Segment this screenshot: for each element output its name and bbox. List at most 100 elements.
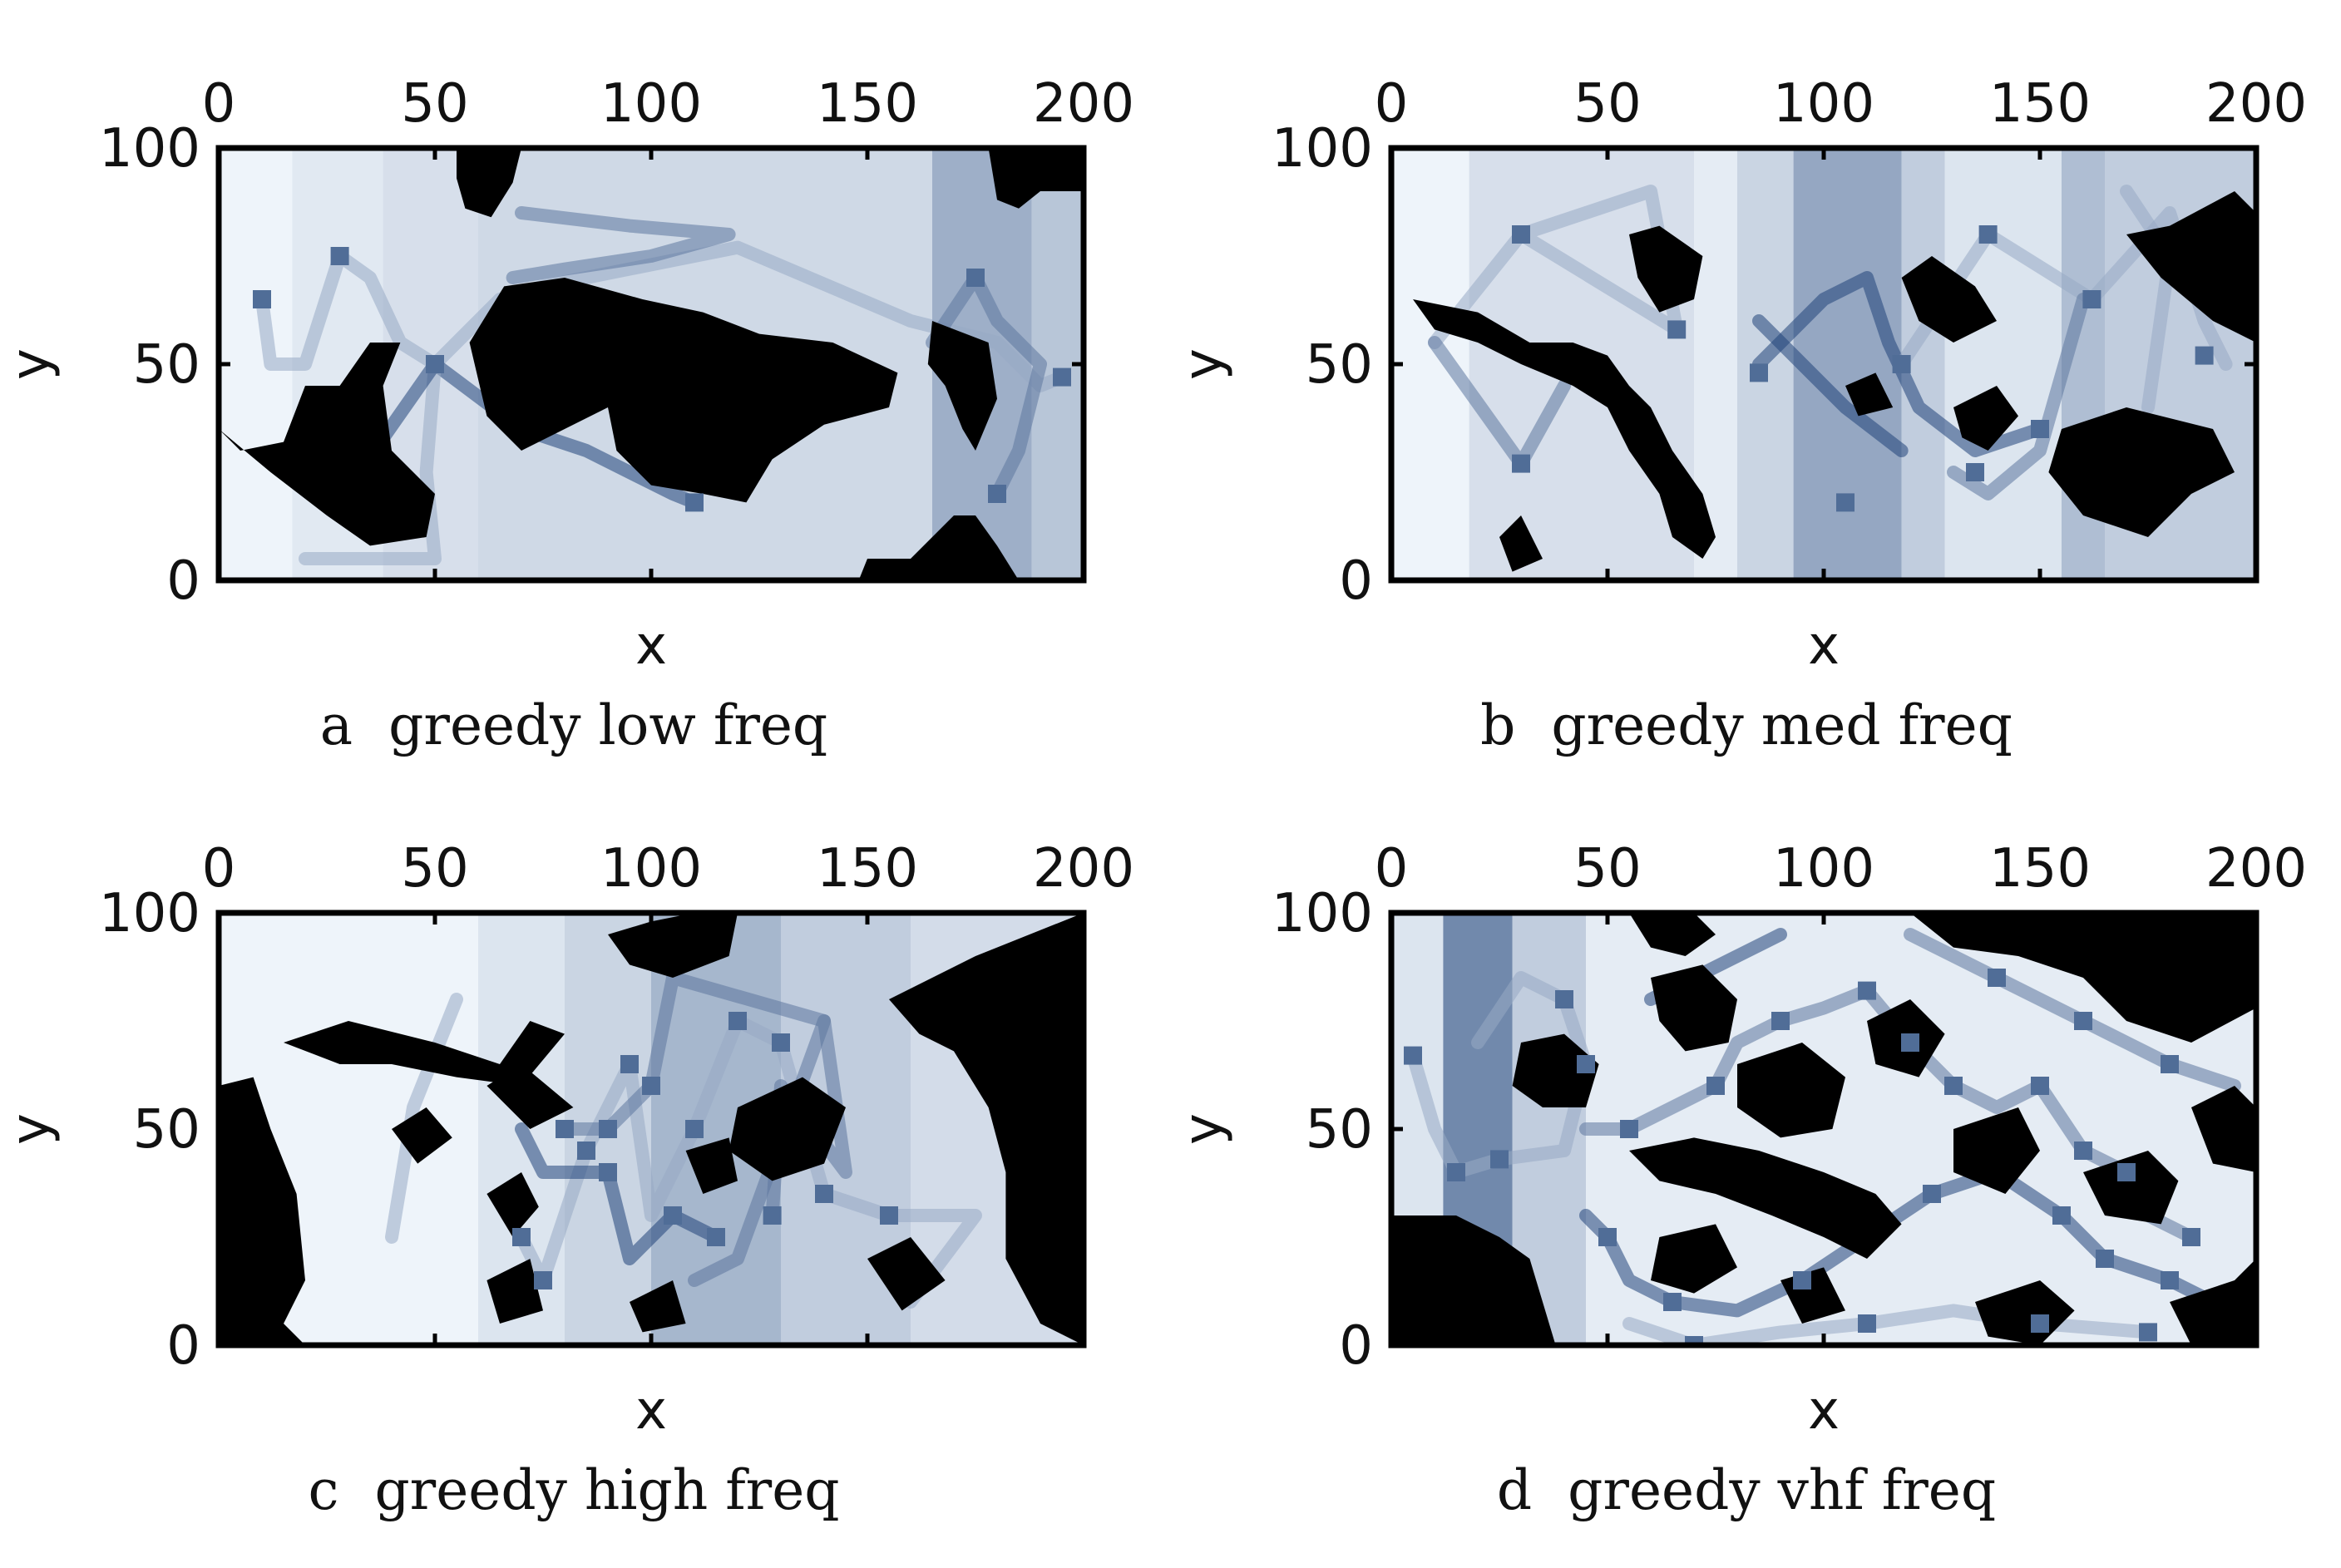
y-tick-label-d-50: 50 [1306, 1099, 1373, 1161]
sensor-marker-d-8 [1858, 981, 1876, 1000]
caption-letter-a: a [320, 693, 353, 757]
sensor-path-b-0 [1428, 185, 1684, 349]
obstacle-a-0 [219, 343, 435, 546]
panel-b: 0 50 100 150 200 0 50 100 x y b greedy med freq [1173, 73, 2307, 757]
obstacle-d-4 [1737, 1043, 1845, 1138]
sensor-marker-a-4 [966, 269, 985, 287]
obstacle-b-3 [1953, 386, 2018, 451]
sensor-marker-c-6 [642, 1077, 660, 1095]
sensor-marker-b-8 [2031, 420, 2049, 438]
obstacle-d-12 [1651, 1224, 1737, 1294]
obstacle-c-6 [728, 1077, 846, 1181]
y-tick-label-d-0: 0 [1339, 1315, 1373, 1377]
sensor-marker-d-28 [2161, 1055, 2179, 1073]
x-tick-label-b-50: 50 [1573, 73, 1641, 135]
caption-text-c: greedy high freq [374, 1458, 839, 1522]
sensor-marker-c-13 [664, 1206, 682, 1225]
sensor-marker-b-3 [1512, 454, 1530, 473]
obstacle-c-0 [219, 1077, 305, 1345]
x-tick-label-a-50: 50 [401, 73, 468, 135]
obstacle-c-3 [486, 1064, 574, 1129]
sensor-marker-d-21 [2161, 1271, 2179, 1289]
sensor-marker-b-5 [1892, 355, 1911, 373]
x-tick-label-d-200: 200 [2205, 838, 2307, 900]
caption-d: d greedy vhf freq [1497, 1458, 1996, 1522]
obstacle-d-5 [1629, 1137, 1902, 1259]
obstacle-b-7 [1845, 372, 1894, 417]
x-tick-label-c-0: 0 [202, 838, 236, 900]
x-tick-label-d-100: 100 [1773, 838, 1874, 900]
sensor-marker-d-9 [1901, 1033, 1919, 1052]
obstacle-d-0 [1391, 1215, 1556, 1345]
plot-area-d [1391, 913, 2256, 1345]
sensor-marker-d-25 [2139, 1323, 2157, 1342]
sensor-marker-b-1 [1667, 320, 1687, 339]
plot-area-b [1391, 148, 2256, 580]
obstacle-d-2 [1629, 913, 1716, 956]
obstacle-c-4 [486, 1172, 539, 1237]
x-tick-label-c-100: 100 [600, 838, 702, 900]
sensor-marker-a-2 [426, 355, 444, 373]
obstacle-a-1 [457, 148, 521, 218]
obstacle-b-4 [2048, 407, 2235, 537]
caption-text-a: greedy low freq [388, 693, 827, 757]
obstacle-a-5 [858, 515, 1019, 580]
caption-letter-d: d [1497, 1458, 1532, 1522]
sensor-marker-d-20 [2096, 1250, 2114, 1268]
sensor-marker-d-7 [1771, 1012, 1790, 1030]
ticks-d: 0 50 100 150 200 0 50 100 [1272, 838, 2307, 1377]
caption-a: a greedy low freq [320, 693, 827, 757]
sensor-marker-d-26 [1988, 969, 2006, 987]
x-axis-label-c: x [635, 1380, 667, 1442]
sensor-marker-d-0 [1404, 1046, 1422, 1065]
sensor-path-b-3 [1894, 206, 2233, 371]
obstacle-d-10 [2170, 1259, 2256, 1345]
sensor-marker-c-2 [556, 1120, 574, 1138]
obstacle-c-2 [392, 1107, 452, 1164]
sensor-marker-c-5 [620, 1055, 639, 1073]
obstacle-c-10 [630, 1280, 686, 1333]
x-axis-label-d: x [1808, 1380, 1840, 1442]
obstacle-d-11 [1975, 1280, 2075, 1345]
sensor-marker-b-10 [2195, 346, 2214, 365]
y-axis-label-a: y [0, 348, 62, 380]
coverage-band-b-6 [1944, 148, 2062, 580]
sensor-marker-d-6 [1706, 1077, 1725, 1095]
x-tick-label-a-200: 200 [1033, 73, 1134, 135]
sensor-marker-d-5 [1620, 1120, 1638, 1138]
obstacle-d-14 [2191, 1086, 2256, 1172]
sensor-marker-d-13 [2117, 1163, 2136, 1181]
sensor-marker-c-4 [599, 1120, 617, 1138]
obstacle-c-5 [608, 913, 738, 978]
x-tick-label-b-150: 150 [1989, 73, 2091, 135]
ticks-a: 0 50 100 150 200 0 50 100 [99, 73, 1134, 612]
sensor-marker-c-7 [685, 1120, 704, 1138]
sensor-marker-a-3 [685, 493, 704, 512]
ticks-b: 0 50 100 150 200 0 50 100 [1272, 73, 2307, 612]
sensor-marker-b-7 [2082, 290, 2101, 308]
sensor-marker-c-1 [534, 1271, 552, 1289]
obstacle-b-6 [1499, 515, 1543, 572]
sensor-marker-d-4 [1555, 990, 1573, 1008]
obstacle-a-4 [927, 321, 997, 451]
sensor-marker-c-11 [815, 1185, 833, 1203]
y-axis-label-b: y [1173, 348, 1234, 380]
x-tick-label-d-50: 50 [1573, 838, 1641, 900]
y-tick-label-b-0: 0 [1339, 550, 1373, 612]
ticks-c: 0 50 100 150 200 0 50 100 [99, 838, 1134, 1377]
sensor-path-a-1 [506, 206, 736, 284]
sensor-marker-b-0 [1512, 225, 1530, 244]
sensor-marker-d-22 [1685, 1336, 1703, 1345]
x-tick-label-c-50: 50 [401, 838, 468, 900]
y-tick-label-c-50: 50 [133, 1099, 200, 1161]
caption-c: c greedy high freq [308, 1458, 839, 1522]
sensor-marker-d-1 [1447, 1163, 1465, 1181]
sensor-marker-c-3 [577, 1141, 595, 1160]
x-axis-label-b: x [1808, 615, 1840, 677]
sensor-marker-d-18 [1923, 1185, 1941, 1203]
x-tick-label-b-200: 200 [2205, 73, 2307, 135]
y-axis-label-d: y [1173, 1113, 1234, 1145]
sensor-marker-c-15 [707, 1228, 725, 1246]
obstacle-b-1 [1629, 225, 1703, 313]
